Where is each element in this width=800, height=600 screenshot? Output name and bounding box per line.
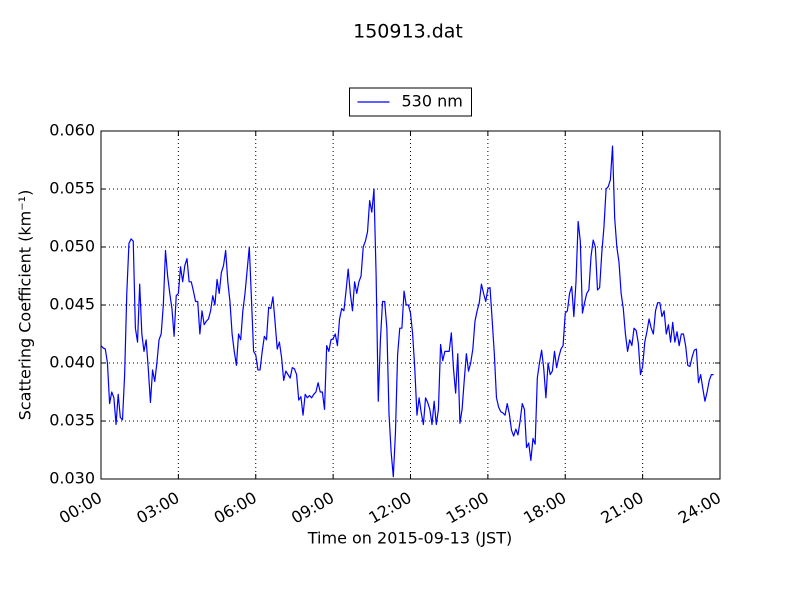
plot-frame [100, 130, 721, 480]
y-tick-label: 0.040 [49, 353, 95, 372]
y-tick-label: 0.035 [49, 411, 95, 430]
data-line [100, 145, 714, 478]
y-tick-label: 0.045 [49, 295, 95, 314]
y-tick-label: 0.060 [49, 121, 95, 140]
legend-label: 530 nm [402, 92, 463, 111]
y-tick-label: 0.050 [49, 237, 95, 256]
y-axis-label: Scattering Coefficient (km⁻¹) [16, 190, 35, 421]
y-tick-label: 0.030 [49, 469, 95, 488]
y-tick-label: 0.055 [49, 179, 95, 198]
chart-title: 150913.dat [353, 21, 463, 43]
x-axis-label: Time on 2015-09-13 (JST) [307, 529, 512, 548]
